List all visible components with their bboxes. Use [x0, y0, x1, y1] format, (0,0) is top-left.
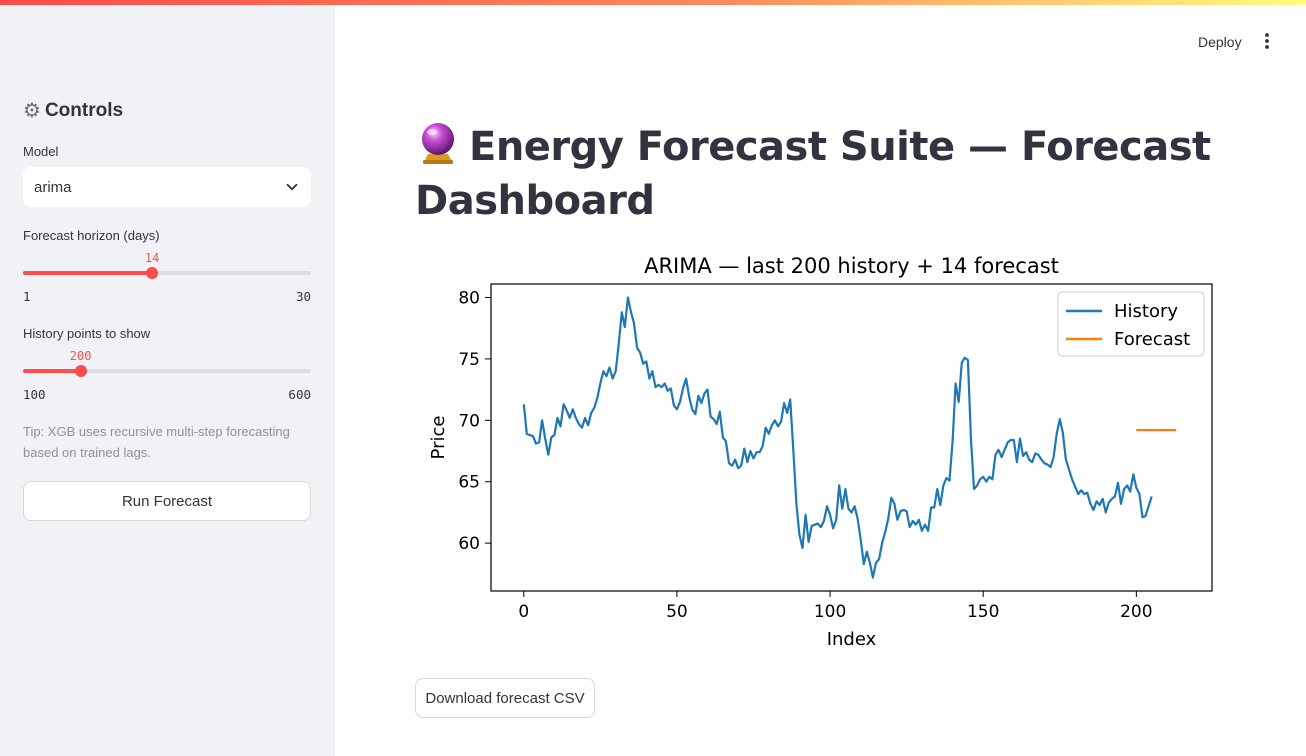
download-forecast-button[interactable]: Download forecast CSV — [415, 678, 595, 718]
y-tick-label: 80 — [458, 289, 480, 309]
tip-text: Tip: XGB uses recursive multi-step forec… — [23, 424, 290, 460]
history-slider[interactable]: 200 100 600 — [23, 343, 311, 402]
horizon-slider-value: 14 — [144, 251, 160, 265]
history-slider-max: 600 — [288, 387, 311, 402]
history-slider-fill — [23, 369, 81, 373]
forecast-chart: ARIMA — last 200 history + 14 forecast 0 5… — [428, 254, 1213, 650]
page-title: Energy Forecast Suite — Forecast Dashboa… — [415, 120, 1245, 228]
history-label: History points to show — [23, 326, 151, 341]
legend-label-history: History — [1114, 301, 1178, 322]
main-menu-button[interactable] — [1255, 29, 1279, 53]
series-line-history — [522, 296, 1153, 579]
horizon-slider[interactable]: 14 1 30 — [23, 245, 311, 304]
horizon-slider-fill — [23, 271, 153, 275]
y-axis-label: Price — [428, 416, 449, 460]
y-tick-label: 70 — [458, 411, 480, 431]
y-tick-label: 65 — [458, 473, 480, 493]
legend-label-forecast: Forecast — [1114, 329, 1190, 350]
history-slider-min: 100 — [23, 387, 46, 402]
model-select-value: arima — [34, 178, 72, 196]
deploy-button[interactable]: Deploy — [1198, 34, 1242, 50]
horizon-slider-thumb[interactable] — [146, 267, 159, 279]
plot-frame — [490, 283, 1213, 592]
x-axis-label: Index — [827, 629, 877, 650]
horizon-slider-max: 30 — [295, 289, 311, 304]
horizon-label: Forecast horizon (days) — [23, 228, 160, 243]
horizon-slider-min: 1 — [23, 289, 31, 304]
y-tick-label: 60 — [458, 534, 480, 554]
model-select[interactable]: arima — [23, 167, 311, 207]
chart-title: ARIMA — last 200 history + 14 forecast — [644, 254, 1059, 278]
sidebar-title: ⚙ Controls — [23, 98, 123, 123]
history-slider-track[interactable] — [23, 369, 311, 373]
kebab-menu-icon — [1265, 33, 1269, 49]
chevron-down-icon — [286, 183, 298, 191]
crystal-ball-icon — [422, 123, 454, 164]
x-tick-label: 100 — [814, 602, 846, 622]
top-decoration-bar — [0, 0, 1306, 5]
run-forecast-button[interactable]: Run Forecast — [23, 481, 311, 521]
y-tick-label: 75 — [458, 350, 480, 370]
history-slider-thumb[interactable] — [74, 365, 87, 377]
horizon-slider-track[interactable] — [23, 271, 311, 275]
model-label: Model — [23, 144, 59, 159]
x-tick-label: 50 — [666, 602, 688, 622]
sidebar: ⚙ Controls Model arima Forecast horizon … — [0, 0, 335, 756]
history-slider-value: 200 — [69, 349, 92, 363]
x-tick-label: 150 — [967, 602, 999, 622]
page-title-text: Energy Forecast Suite — Forecast Dashboa… — [415, 124, 1211, 224]
sidebar-title-label: Controls — [44, 99, 124, 121]
x-tick-label: 200 — [1120, 602, 1152, 622]
gear-icon: ⚙ — [23, 100, 41, 122]
x-tick-label: 0 — [518, 602, 529, 622]
